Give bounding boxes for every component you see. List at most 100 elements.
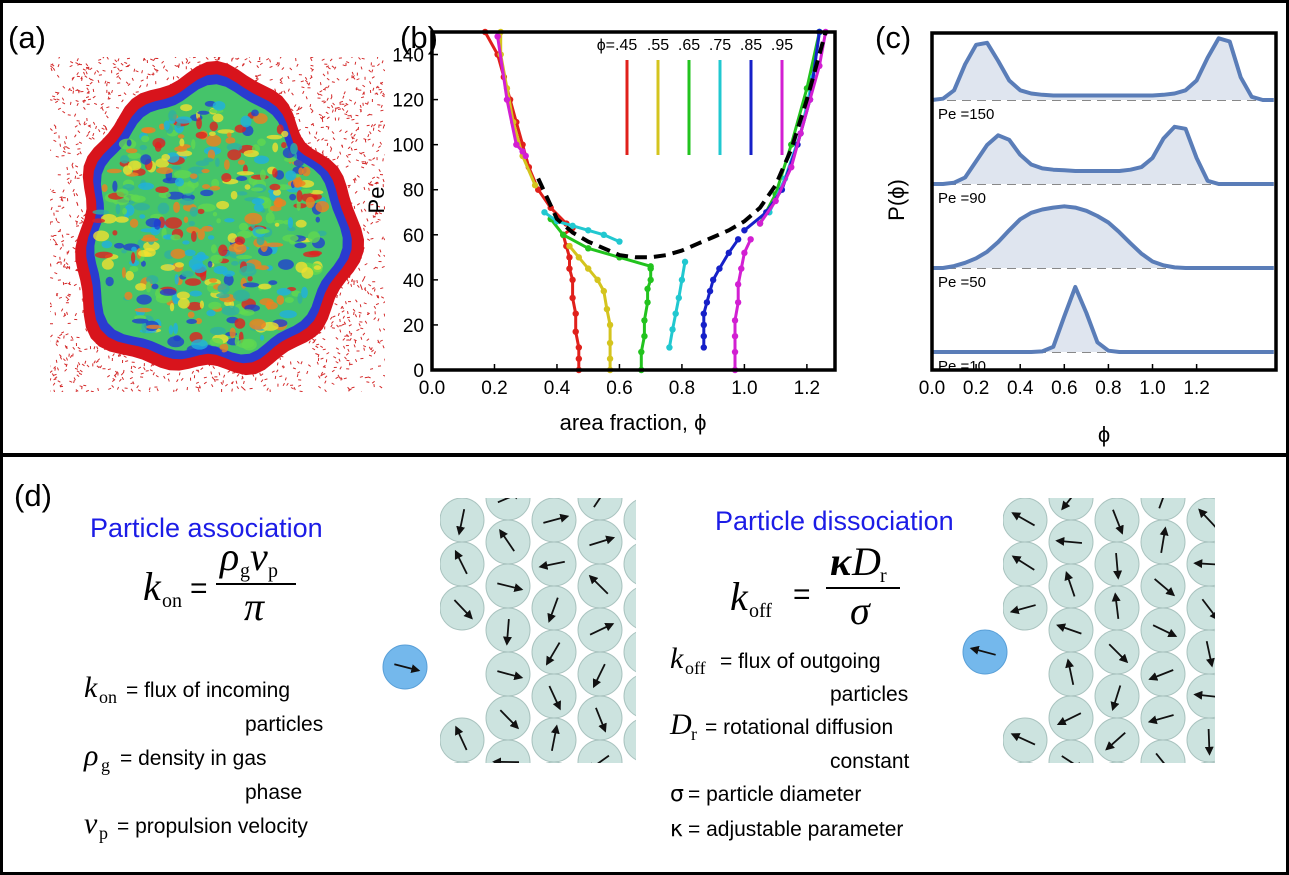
def-text: = flux of outgoing bbox=[720, 650, 881, 673]
orientation-arrow bbox=[453, 599, 473, 620]
formula-symbol: σ bbox=[850, 588, 871, 633]
cluster-texture bbox=[309, 189, 324, 195]
cluster-texture bbox=[303, 251, 321, 258]
cluster-texture bbox=[297, 292, 303, 304]
cluster-texture bbox=[139, 144, 148, 151]
cluster-texture bbox=[129, 218, 139, 228]
orientation-arrow bbox=[1201, 598, 1215, 621]
cluster-texture bbox=[138, 249, 150, 257]
block-title: Particle association bbox=[90, 513, 323, 543]
cluster-texture bbox=[234, 236, 246, 245]
data-point bbox=[641, 333, 648, 340]
data-point bbox=[716, 265, 723, 272]
data-point bbox=[734, 299, 742, 306]
cluster-texture bbox=[189, 173, 198, 179]
cluster-texture bbox=[251, 109, 259, 117]
orientation-arrow bbox=[969, 645, 996, 656]
cluster-texture bbox=[265, 242, 284, 248]
orientation-arrow bbox=[1107, 779, 1130, 789]
particle bbox=[578, 784, 622, 828]
def-text: = particle diameter bbox=[688, 783, 861, 806]
binodal-fit bbox=[536, 31, 828, 260]
cluster-texture bbox=[129, 266, 139, 273]
data-point bbox=[494, 33, 501, 40]
particle bbox=[486, 784, 530, 828]
cluster-texture bbox=[231, 260, 239, 266]
x-tick-label: 0.6 bbox=[606, 378, 632, 399]
orientation-arrow bbox=[637, 646, 658, 660]
cluster-texture bbox=[269, 183, 281, 191]
data-point bbox=[709, 276, 717, 284]
cluster-texture bbox=[191, 139, 196, 150]
cluster-texture bbox=[228, 242, 247, 255]
cluster-texture bbox=[151, 283, 159, 290]
cluster-texture bbox=[140, 228, 158, 233]
cluster-texture bbox=[195, 160, 209, 167]
def-text: = rotational diffusion bbox=[705, 716, 893, 739]
cluster-texture bbox=[92, 218, 105, 224]
cluster-texture bbox=[207, 149, 216, 160]
data-point bbox=[700, 310, 707, 317]
orientation-arrow bbox=[1111, 463, 1122, 486]
cluster-texture bbox=[93, 230, 110, 242]
legend-label: .85 bbox=[740, 37, 762, 54]
data-point bbox=[644, 285, 651, 293]
panel-label: (a) bbox=[8, 20, 46, 55]
cluster-texture bbox=[212, 101, 226, 111]
cluster-texture bbox=[287, 217, 294, 229]
orientation-arrow bbox=[1148, 669, 1174, 681]
orientation-arrow bbox=[1154, 578, 1176, 597]
legend-label: .55 bbox=[647, 37, 669, 54]
data-point bbox=[566, 265, 573, 272]
cluster-texture bbox=[199, 300, 204, 309]
data-point bbox=[675, 294, 682, 302]
cluster-texture bbox=[225, 137, 236, 144]
def-subscript: p bbox=[99, 823, 108, 843]
cluster-texture bbox=[237, 159, 246, 165]
orientation-arrow bbox=[587, 754, 610, 763]
cluster-texture bbox=[189, 206, 199, 217]
x-tick-label: 0.0 bbox=[919, 378, 945, 399]
orientation-arrow bbox=[1205, 641, 1215, 668]
orientation-arrow bbox=[547, 597, 559, 623]
data-point bbox=[731, 317, 739, 324]
particle-cluster bbox=[440, 498, 658, 828]
def-text: particles bbox=[830, 683, 908, 706]
cluster-texture bbox=[244, 212, 263, 225]
data-point bbox=[703, 299, 711, 306]
cluster-texture bbox=[159, 288, 177, 296]
cluster-texture bbox=[290, 143, 298, 155]
orientation-arrow bbox=[550, 724, 560, 751]
cluster-texture bbox=[259, 169, 266, 181]
orientation-arrow bbox=[593, 498, 602, 508]
particle bbox=[577, 739, 623, 763]
orientation-arrow bbox=[497, 582, 524, 593]
cluster-texture bbox=[283, 156, 297, 163]
data-point bbox=[519, 148, 526, 155]
cluster-texture bbox=[253, 155, 270, 165]
formula-symbol: π bbox=[244, 584, 265, 629]
data-point bbox=[575, 254, 583, 261]
cluster-texture bbox=[265, 301, 278, 310]
cluster-texture bbox=[122, 207, 127, 215]
data-point bbox=[531, 182, 539, 189]
orientation-arrow bbox=[1108, 643, 1129, 664]
distribution-fill bbox=[932, 126, 1274, 184]
data-point bbox=[644, 299, 651, 306]
data-point bbox=[569, 222, 576, 229]
cluster-texture bbox=[112, 230, 118, 236]
data-point bbox=[731, 333, 739, 340]
data-point bbox=[541, 209, 548, 216]
orientation-arrow bbox=[1065, 658, 1075, 685]
series-line bbox=[543, 31, 821, 348]
cluster-texture bbox=[274, 222, 280, 227]
cluster-texture bbox=[210, 254, 223, 264]
cluster-texture bbox=[152, 137, 166, 149]
data-point bbox=[616, 238, 623, 245]
cluster-texture bbox=[226, 143, 243, 152]
orientation-arrow bbox=[1009, 604, 1036, 615]
cluster-texture bbox=[315, 216, 321, 223]
cluster-texture bbox=[177, 134, 185, 139]
data-point bbox=[600, 231, 608, 238]
